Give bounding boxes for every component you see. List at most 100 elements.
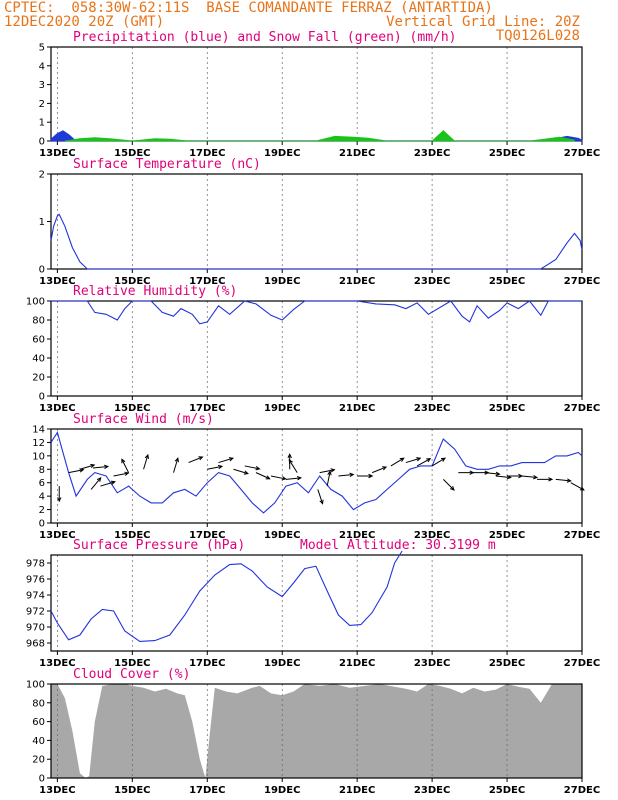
x-tick-label: 21DEC — [339, 403, 375, 414]
wind-vector-head — [548, 477, 554, 482]
x-tick-label: 27DEC — [564, 530, 600, 541]
x-tick-label: 17DEC — [189, 148, 225, 159]
x-tick-label: 17DEC — [189, 785, 225, 796]
y-tick-label: 976 — [26, 575, 45, 586]
y-tick-label: 4 — [39, 492, 45, 503]
x-tick-label: 21DEC — [339, 148, 375, 159]
wind-vector — [270, 475, 286, 480]
wind-vector-head — [217, 464, 224, 470]
wind-vector-head — [288, 458, 293, 464]
y-tick-label: 10 — [32, 451, 45, 462]
x-tick-label: 27DEC — [564, 148, 600, 159]
panel-temp: Surface Temperature (nC) 0 1 2 13DEC 15DEC 17D… — [39, 157, 601, 287]
y-tick-label: 1 — [39, 217, 45, 228]
y-tick-label: 8 — [39, 465, 45, 476]
wind-vector-head — [416, 457, 422, 462]
snowfall-area — [64, 130, 575, 142]
panel-title: Cloud Cover (%) — [73, 667, 190, 682]
wind-vector — [484, 472, 500, 475]
wind-vector — [173, 458, 179, 473]
wind-vector-head — [265, 475, 271, 480]
x-tick-label: 15DEC — [114, 785, 150, 796]
y-tick-label: 0 — [39, 137, 45, 148]
wind-vector — [255, 472, 270, 480]
wind-vector-head — [399, 457, 405, 462]
wind-vector — [218, 457, 234, 464]
x-tick-label: 25DEC — [489, 148, 525, 159]
x-tick-label: 17DEC — [189, 530, 225, 541]
wind-vector — [100, 481, 115, 487]
wind-vector-head — [440, 457, 446, 462]
wind-vector-head — [495, 471, 501, 476]
x-tick-label: 23DEC — [414, 530, 450, 541]
wind-vector — [431, 457, 446, 467]
y-tick-label: 0 — [39, 265, 45, 276]
y-tick-label: 1 — [39, 118, 45, 129]
x-tick-label: 21DEC — [339, 785, 375, 796]
x-tick-label: 15DEC — [114, 148, 150, 159]
x-tick-label: 19DEC — [264, 148, 300, 159]
panel-title: Surface Wind (m/s) — [73, 412, 214, 427]
wind-vector — [317, 489, 324, 504]
wind-vector — [113, 472, 129, 477]
x-tick-label: 27DEC — [564, 785, 600, 796]
panel-rh: Relative Humidity (%) 0 20 40 60 80 100 13DEC 15… — [26, 284, 600, 414]
x-tick-label: 19DEC — [264, 276, 300, 287]
wind-vector-head — [103, 464, 110, 469]
x-tick-label: 27DEC — [564, 276, 600, 287]
temp-line — [50, 213, 583, 270]
wind-vector-head — [96, 477, 102, 482]
panel-frame — [50, 554, 583, 652]
wind-vector — [521, 475, 538, 478]
cloud-cover-area — [51, 684, 582, 778]
y-tick-label: 2 — [39, 505, 45, 516]
wind-vector — [233, 468, 249, 475]
panel-title: Precipitation (blue) and Snow Fall (gree… — [73, 30, 457, 45]
wind-vector — [326, 471, 331, 487]
wind-vector — [143, 454, 149, 470]
wind-vector-head — [319, 499, 324, 505]
panel-title: Surface Temperature (nC) — [73, 157, 261, 172]
header-title: CPTEC: 058:30W-62:11S BASE COMANDANTE FE… — [4, 0, 493, 16]
wind-vector — [319, 469, 335, 474]
wind-vector — [207, 465, 223, 470]
x-tick-label: 23DEC — [414, 403, 450, 414]
y-tick-label: 100 — [26, 297, 45, 308]
wind-vector-head — [174, 457, 179, 463]
x-tick-label: 19DEC — [264, 658, 300, 669]
y-tick-label: 970 — [26, 623, 45, 634]
panel-title: Surface Pressure (hPa) — [73, 538, 245, 553]
x-tick-label: 15DEC — [114, 403, 150, 414]
x-tick-label: 19DEC — [264, 530, 300, 541]
wind-vector — [442, 479, 455, 491]
y-tick-label: 20 — [32, 373, 45, 384]
x-tick-label: 19DEC — [264, 403, 300, 414]
y-tick-label: 60 — [32, 335, 45, 346]
panel-precip: Precipitation (blue) and Snow Fall (gree… — [39, 30, 601, 159]
wind-vector-head — [368, 473, 374, 479]
panel-title: Relative Humidity (%) — [73, 284, 237, 299]
wind-vector-head — [57, 497, 62, 503]
wind-vector-head — [450, 486, 455, 491]
x-tick-label: 13DEC — [39, 785, 75, 796]
wind-vector-head — [255, 466, 261, 471]
wind-vector-head — [144, 453, 149, 459]
y-tick-label: 0 — [39, 519, 45, 530]
wind-vector-head — [426, 458, 432, 463]
y-tick-label: 12 — [32, 438, 45, 449]
x-tick-label: 23DEC — [414, 785, 450, 796]
panel-frame — [50, 300, 583, 397]
y-tick-label: 40 — [32, 354, 45, 365]
x-tick-label: 13DEC — [39, 148, 75, 159]
wind-vector — [405, 457, 421, 464]
y-tick-label: 4 — [39, 61, 45, 72]
wind-vector-head — [330, 468, 336, 473]
wind-vector-head — [243, 470, 249, 475]
y-tick-label: 968 — [26, 639, 45, 650]
wind-vector — [416, 458, 431, 467]
x-tick-label: 13DEC — [39, 530, 75, 541]
wind-vector-head — [228, 457, 234, 462]
x-tick-label: 15DEC — [114, 658, 150, 669]
x-tick-label: 23DEC — [414, 658, 450, 669]
y-tick-label: 5 — [39, 43, 45, 54]
